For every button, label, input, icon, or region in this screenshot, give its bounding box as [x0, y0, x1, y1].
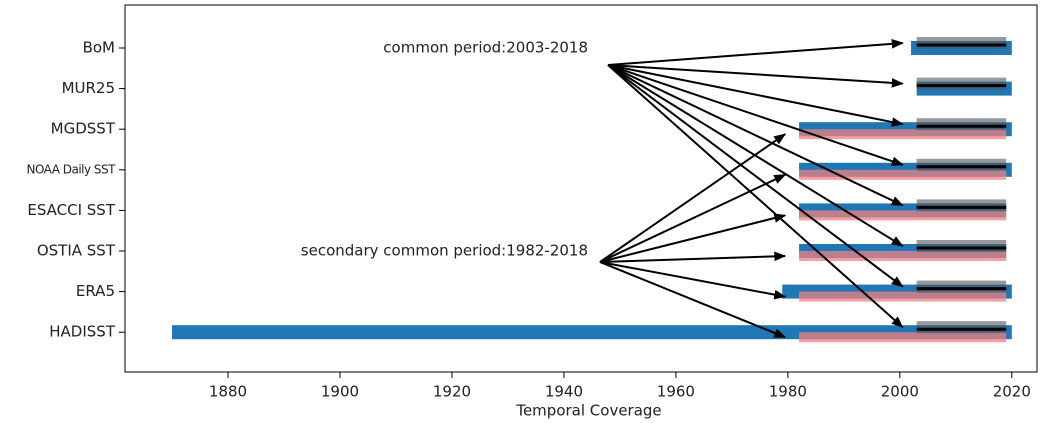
bar	[799, 169, 1007, 180]
annotation-arrow	[607, 39, 904, 66]
y-tick-label: NOAA Daily SST	[26, 162, 116, 176]
annotation-arrow	[607, 64, 904, 328]
annotation-arrow	[607, 64, 904, 127]
bar	[916, 240, 1007, 252]
x-axis-label: Temporal Coverage	[515, 402, 661, 420]
annotation-arrow	[599, 261, 787, 300]
bar	[916, 199, 1007, 212]
y-tick-label: BoM	[83, 39, 115, 57]
x-tick-label: 1980	[769, 383, 807, 401]
bar	[799, 291, 1007, 302]
bar	[916, 37, 1007, 49]
y-tick-label: MGDSST	[51, 120, 116, 138]
bar	[916, 321, 1007, 334]
x-tick-label: 1960	[657, 383, 695, 401]
plot-frame	[124, 4, 1038, 373]
bar	[916, 77, 1007, 90]
annotation-arrow	[607, 64, 904, 166]
bar	[916, 280, 1007, 293]
bar	[799, 251, 1007, 261]
bar	[916, 118, 1007, 131]
annotation-arrow	[599, 133, 787, 263]
annotation-arrow	[607, 64, 904, 207]
x-tick-label: 1900	[321, 383, 359, 401]
x-tick-label: 2020	[993, 383, 1031, 401]
bar	[916, 158, 1007, 171]
bar	[799, 129, 1007, 140]
y-tick-label: ESACCI SST	[27, 201, 115, 219]
bar	[799, 210, 1007, 221]
annotation: common period:2003-2018	[383, 39, 588, 57]
y-tick-label: ERA5	[76, 282, 115, 300]
x-tick-label: 1920	[433, 383, 471, 401]
x-tick-label: 2000	[881, 383, 919, 401]
y-tick-label: HADISST	[49, 323, 116, 341]
bar	[799, 332, 1007, 343]
annotation-arrow	[599, 213, 787, 263]
y-tick-label: MUR25	[62, 79, 115, 97]
annotation-arrow	[607, 64, 904, 88]
annotation-arrow	[607, 64, 904, 288]
y-tick-label: OSTIA SST	[37, 242, 116, 260]
x-tick-label: 1880	[209, 383, 247, 401]
x-tick-label: 1940	[545, 383, 583, 401]
annotation-arrow	[599, 261, 787, 339]
annotation: secondary common period:1982-2018	[301, 242, 588, 260]
annotation-arrow	[599, 173, 787, 263]
annotation-arrow	[599, 251, 787, 263]
